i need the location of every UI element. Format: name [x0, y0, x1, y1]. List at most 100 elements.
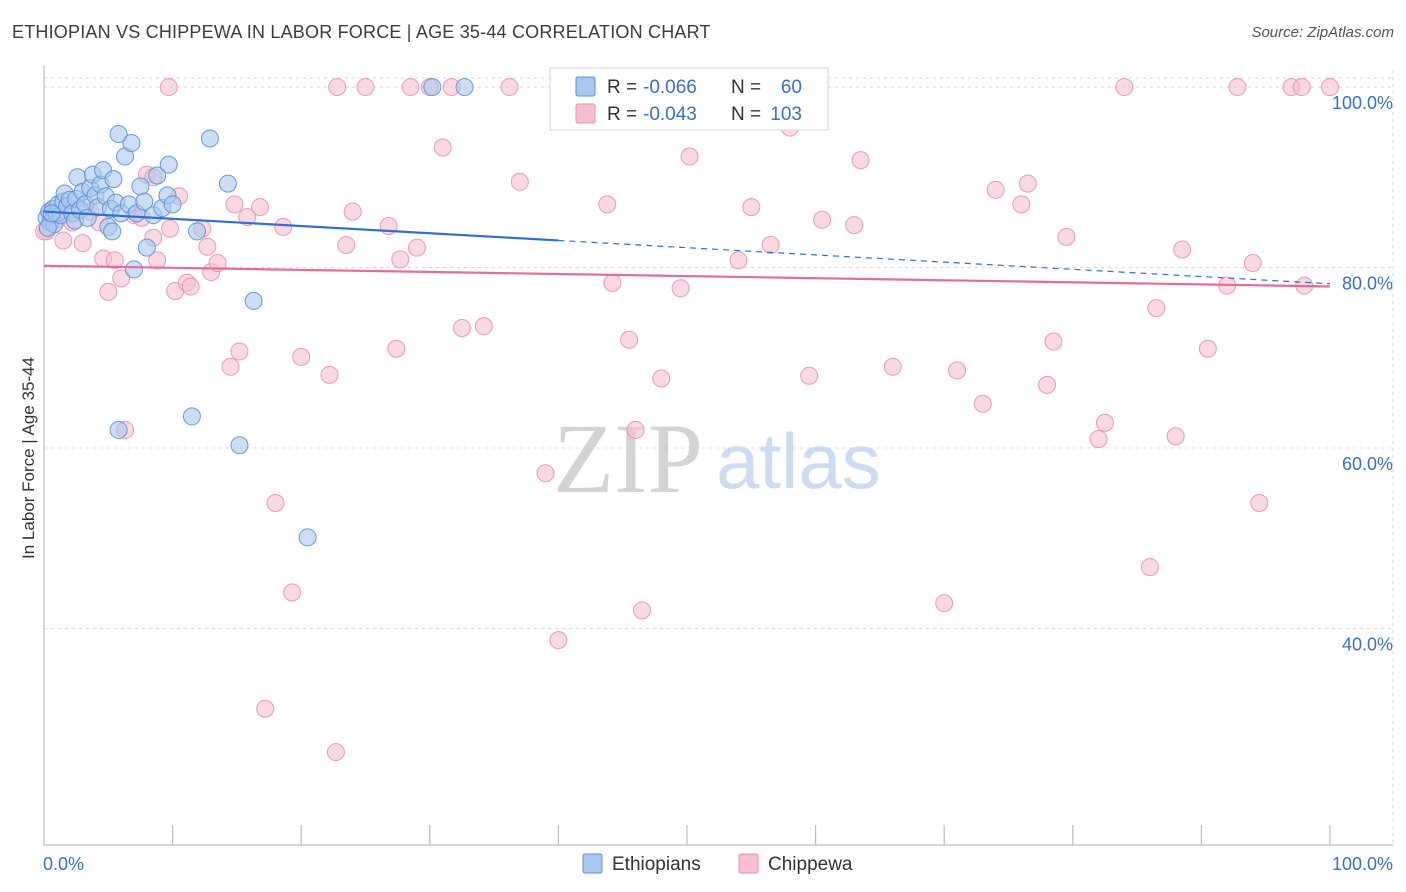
- chippewa-point: [391, 250, 410, 269]
- chippewa-point: [452, 318, 471, 337]
- chippewa-point: [671, 279, 690, 298]
- chippewa-point: [320, 365, 339, 384]
- ethiopian-point: [188, 222, 207, 241]
- chippewa-point: [632, 601, 651, 620]
- bottom-legend-swatch-chippewa: [738, 853, 759, 874]
- chippewa-point: [343, 202, 362, 221]
- trend-layer: [43, 210, 1331, 288]
- chippewa-point: [1038, 375, 1057, 394]
- ethiopian-point: [104, 170, 123, 189]
- bottom-legend: Ethiopians Chippewa: [582, 853, 853, 875]
- chippewa-point: [99, 282, 118, 301]
- y-tick-labels: 40.0% 60.0% 80.0% 100.0%: [1332, 93, 1393, 654]
- chippewa-point: [1198, 339, 1217, 358]
- chippewa-point: [1250, 494, 1269, 513]
- chippewa-point: [1292, 78, 1311, 97]
- chippewa-point: [948, 361, 967, 380]
- ethiopian-point: [455, 78, 474, 97]
- ethiopian-point: [148, 166, 167, 185]
- chippewa-point: [883, 357, 902, 376]
- chippewa-point: [1140, 558, 1159, 577]
- axes-layer: [43, 66, 1393, 846]
- legend-n-label: N =: [731, 104, 761, 125]
- chippewa-point: [1089, 429, 1108, 448]
- chippewa-point: [256, 699, 275, 718]
- chippewa-point: [159, 78, 178, 97]
- ethiopian-point: [244, 291, 263, 310]
- chippewa-point: [1095, 413, 1114, 432]
- chippewa-point: [181, 277, 200, 296]
- chippewa-point: [208, 254, 227, 273]
- watermark: ZIP atlas: [553, 403, 881, 514]
- ethiopian-point: [103, 222, 122, 241]
- chippewa-point: [1147, 299, 1166, 318]
- chippewa-point: [73, 234, 92, 253]
- bottom-legend-ethiopians: Ethiopians: [612, 854, 701, 875]
- points-layer: [35, 78, 1339, 762]
- chippewa-point: [800, 366, 819, 385]
- chippewa-point: [225, 195, 244, 214]
- legend-swatch-ethiopians: [575, 76, 596, 97]
- chippewa-point: [1166, 427, 1185, 446]
- ethiopian-point: [423, 78, 442, 97]
- x-tick-max: 100.0%: [1332, 854, 1393, 874]
- chippewa-point: [549, 631, 568, 650]
- chippewa-point: [105, 251, 124, 270]
- chippewa-point: [1243, 254, 1262, 273]
- ethiopian-point: [230, 436, 249, 455]
- chippewa-point: [433, 138, 452, 157]
- chart-title: ETHIOPIAN VS CHIPPEWA IN LABOR FORCE | A…: [12, 22, 711, 42]
- chippewa-point: [626, 420, 645, 439]
- chippewa-point: [680, 147, 699, 166]
- legend-n-value: 103: [770, 104, 802, 125]
- ethiopian-point: [182, 407, 201, 426]
- ethiopian-point: [218, 174, 237, 193]
- chippewa-point: [221, 357, 240, 376]
- chippewa-point: [148, 251, 167, 270]
- chippewa-point: [851, 151, 870, 170]
- legend-r-label: R =: [607, 104, 637, 125]
- chippewa-point: [1173, 240, 1192, 259]
- chippewa-point: [620, 330, 639, 349]
- chippewa-point: [161, 219, 180, 238]
- chippewa-point: [536, 464, 555, 483]
- bottom-legend-chippewa: Chippewa: [768, 854, 853, 875]
- chippewa-point: [1012, 195, 1031, 214]
- chippewa-point: [274, 217, 293, 236]
- chippewa-point: [845, 216, 864, 235]
- ethiopian-point: [163, 195, 182, 214]
- y-tick-label: 80.0%: [1342, 274, 1393, 294]
- ethiopian-point: [109, 420, 128, 439]
- chippewa-point: [198, 237, 217, 256]
- chippewa-point: [1228, 78, 1247, 97]
- chippewa-point: [813, 210, 832, 229]
- chippewa-point: [266, 494, 285, 513]
- ethiopian-point: [122, 134, 141, 153]
- ethiopian-point: [125, 260, 144, 279]
- ethiopian-trend-line: [43, 210, 559, 242]
- chippewa-point: [238, 208, 257, 226]
- y-tick-label: 40.0%: [1342, 634, 1393, 654]
- ethiopian-point: [109, 124, 128, 143]
- chippewa-trend-line: [43, 264, 1331, 288]
- legend-n-value: 60: [781, 77, 802, 98]
- chippewa-point: [652, 369, 671, 388]
- y-tick-label: 100.0%: [1332, 93, 1393, 113]
- watermark-zip: ZIP: [553, 403, 703, 514]
- chippewa-point: [251, 198, 270, 217]
- legend-r-value: -0.043: [643, 104, 697, 125]
- ethiopian-trend-extension: [558, 239, 1331, 285]
- ethiopian-point: [137, 238, 156, 257]
- x-tick-min: 0.0%: [43, 854, 84, 874]
- legend-n-label: N =: [731, 77, 761, 98]
- chippewa-point: [729, 251, 748, 270]
- legend-r-value: -0.066: [643, 77, 697, 98]
- y-axis-label: In Labor Force | Age 35-44: [19, 357, 38, 559]
- ethiopian-point: [135, 192, 154, 211]
- chippewa-point: [356, 78, 375, 97]
- chippewa-point: [387, 339, 406, 358]
- chippewa-point: [603, 273, 622, 292]
- chippewa-point: [1115, 78, 1134, 97]
- chippewa-point: [598, 195, 617, 214]
